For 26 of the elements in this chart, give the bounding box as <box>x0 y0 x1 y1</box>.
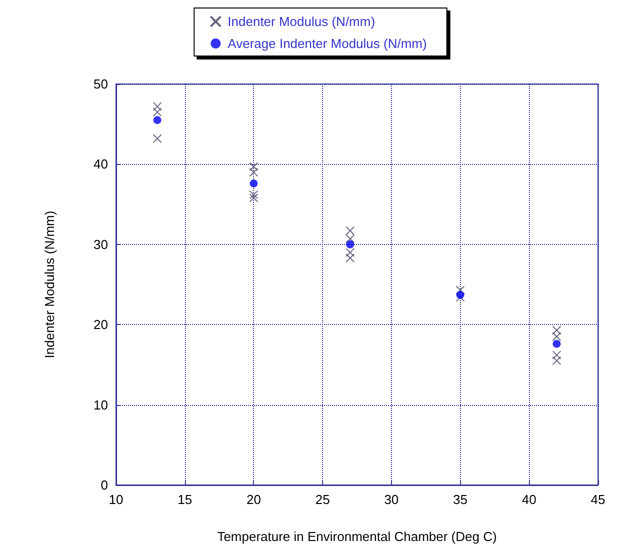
y-tick-label: 40 <box>94 156 108 172</box>
x-tick-label: 15 <box>178 492 192 507</box>
point <box>250 179 258 188</box>
y-tick-label: 50 <box>94 76 108 92</box>
x-tick-label: 25 <box>315 492 330 507</box>
legend-label: Average Indenter Modulus (N/mm) <box>228 36 427 51</box>
x-axis-title: Temperature in Environmental Chamber (Deg C) <box>217 529 497 544</box>
point <box>456 290 464 299</box>
x-tick-label: 30 <box>384 492 399 507</box>
x-tick-label: 40 <box>522 492 536 507</box>
x-tick-label: 35 <box>453 492 468 507</box>
y-axis-title: Indenter Modulus (N/mm) <box>42 210 57 358</box>
legend-label: Indenter Modulus (N/mm) <box>228 14 376 29</box>
point <box>153 116 162 124</box>
y-tick-label: 0 <box>100 478 108 492</box>
point <box>346 240 354 248</box>
y-tick-label: 10 <box>94 397 108 412</box>
x-tick-label: 10 <box>108 492 124 507</box>
point <box>552 340 561 348</box>
y-tick-label: 20 <box>94 317 108 332</box>
y-tick-label: 30 <box>94 236 108 252</box>
point <box>249 190 258 200</box>
x-tick-label: 20 <box>246 492 261 507</box>
x-tick-label: 45 <box>590 492 606 507</box>
point <box>249 193 258 202</box>
point <box>152 134 162 144</box>
